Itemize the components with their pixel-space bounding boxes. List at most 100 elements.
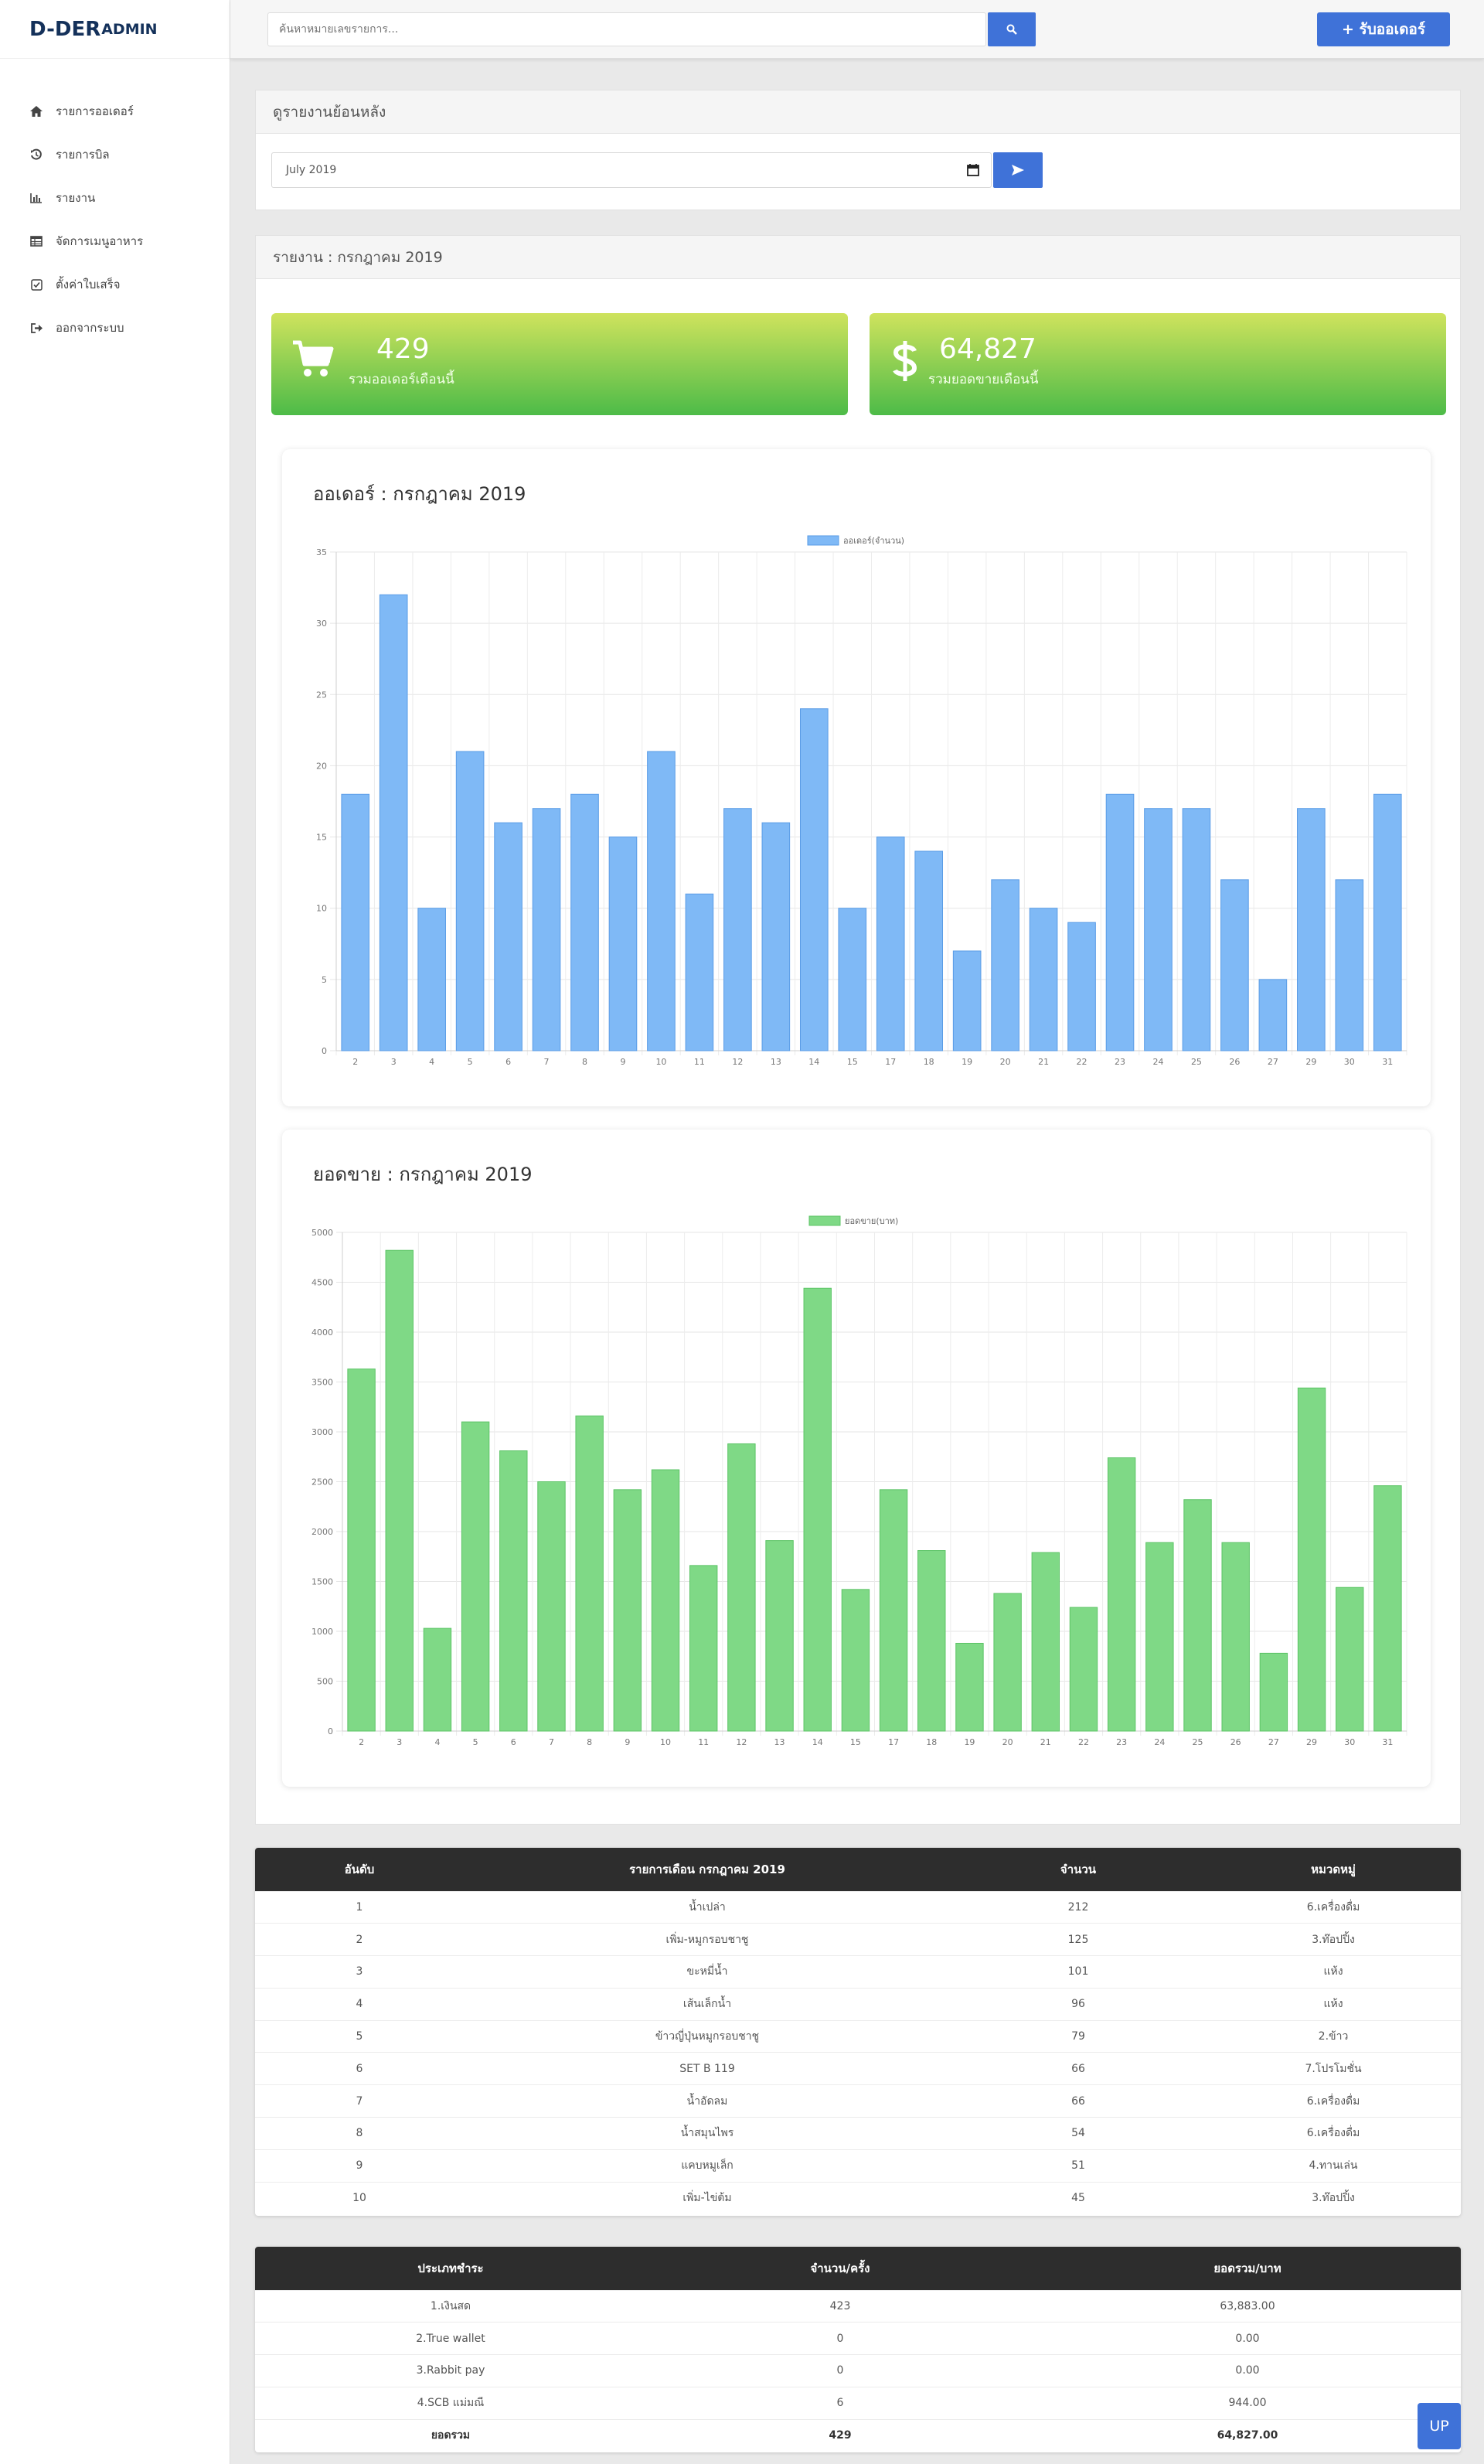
table-row: 2 เพิ่ม-หมูกรอบชาชู 125 3.ท๊อปปิ้ง bbox=[255, 1923, 1461, 1956]
search-button[interactable] bbox=[988, 12, 1036, 46]
category-cell: แห้ง bbox=[1206, 1955, 1461, 1989]
bar bbox=[1031, 1552, 1060, 1732]
sales-total-label: รวมยอดขายเดือนนี้ bbox=[928, 372, 1039, 387]
rank-cell: 7 bbox=[255, 2084, 464, 2118]
bar bbox=[1182, 808, 1211, 1051]
x-tick-label: 29 bbox=[1306, 1737, 1317, 1747]
sidebar-item-receipt[interactable]: ตั้งค่าใบเสร็จ bbox=[0, 263, 230, 306]
y-tick-label: 2000 bbox=[311, 1527, 333, 1537]
x-tick-label: 5 bbox=[468, 1057, 473, 1067]
bar bbox=[461, 1421, 490, 1732]
bar bbox=[689, 1565, 718, 1732]
home-icon bbox=[28, 103, 45, 120]
column-header: ยอดรวม/บาท bbox=[1034, 2247, 1461, 2290]
bar bbox=[1105, 793, 1135, 1051]
qty-cell: 45 bbox=[951, 2181, 1206, 2214]
bar bbox=[765, 1540, 794, 1732]
table-row: 1.เงินสด 423 63,883.00 bbox=[255, 2289, 1461, 2323]
x-tick-label: 15 bbox=[850, 1737, 861, 1747]
category-cell: 3.ท๊อปปิ้ง bbox=[1206, 1923, 1461, 1956]
total-label-cell: ยอดรวม bbox=[255, 2418, 646, 2452]
x-tick-label: 26 bbox=[1230, 1737, 1241, 1747]
x-tick-label: 4 bbox=[434, 1737, 440, 1747]
sales-stat-card: 64,827 รวมยอดขายเดือนนี้ bbox=[870, 313, 1446, 415]
bar bbox=[1144, 808, 1173, 1051]
bar bbox=[647, 751, 676, 1051]
x-tick-label: 24 bbox=[1154, 1737, 1165, 1747]
column-header: จำนวน bbox=[951, 1848, 1206, 1891]
x-tick-label: 31 bbox=[1382, 1057, 1393, 1067]
column-header: จำนวน/ครั้ง bbox=[646, 2247, 1034, 2290]
x-tick-label: 12 bbox=[732, 1057, 743, 1067]
calendar-icon[interactable] bbox=[966, 163, 980, 177]
send-icon bbox=[1012, 165, 1024, 176]
sales-chart-title: ยอดขาย : กรกฎาคม 2019 bbox=[313, 1164, 533, 1185]
bar bbox=[1067, 922, 1096, 1051]
bar bbox=[685, 893, 714, 1051]
x-tick-label: 23 bbox=[1116, 1737, 1127, 1747]
bar bbox=[1336, 1586, 1364, 1732]
y-tick-label: 20 bbox=[316, 761, 327, 771]
category-cell: 3.ท๊อปปิ้ง bbox=[1206, 2181, 1461, 2214]
x-tick-label: 30 bbox=[1344, 1057, 1355, 1067]
sidebar-item-label: รายงาน bbox=[56, 191, 96, 205]
x-tick-label: 7 bbox=[549, 1737, 554, 1747]
submit-month-button[interactable] bbox=[993, 152, 1043, 188]
bar bbox=[379, 594, 408, 1051]
sidebar-item-orders[interactable]: รายการออเดอร์ bbox=[0, 90, 230, 133]
legend-label: ออเดอร์(จำนวน) bbox=[843, 536, 904, 546]
x-tick-label: 20 bbox=[1000, 1057, 1011, 1067]
sales-chart-card: ยอดขาย : กรกฎาคม 2019 ยอดขาย(บาท) 0 500 100… bbox=[282, 1130, 1431, 1787]
sidebar: D-DER ADMIN รายการออเดอร์ รายการบิล รายงา… bbox=[0, 0, 230, 2464]
history-icon bbox=[28, 146, 45, 163]
payment-count-cell: 0 bbox=[646, 2322, 1034, 2355]
x-tick-label: 19 bbox=[964, 1737, 975, 1747]
rank-cell: 8 bbox=[255, 2117, 464, 2150]
item-cell: ข้าวญี่ปุ่นหมูกรอบชาชู bbox=[464, 2019, 951, 2053]
sidebar-item-label: รายการออเดอร์ bbox=[56, 104, 134, 118]
category-cell: 7.โปรโมชั่น bbox=[1206, 2052, 1461, 2085]
qty-cell: 79 bbox=[951, 2019, 1206, 2053]
scroll-up-button[interactable]: UP bbox=[1418, 2403, 1461, 2449]
bar bbox=[723, 808, 752, 1051]
bar bbox=[876, 837, 905, 1051]
search-input[interactable] bbox=[267, 12, 986, 46]
brand-logo[interactable]: D-DER ADMIN bbox=[0, 0, 230, 59]
bar bbox=[1373, 1485, 1402, 1732]
month-picker[interactable]: July 2019 bbox=[271, 152, 992, 188]
sidebar-item-menu[interactable]: จัดการเมนูอาหาร bbox=[0, 220, 230, 263]
column-header: หมวดหมู่ bbox=[1206, 1848, 1461, 1891]
x-tick-label: 6 bbox=[511, 1737, 516, 1747]
table-row: 4 เส้นเล็กน้ำ 96 แห้ง bbox=[255, 1987, 1461, 2021]
bar bbox=[803, 1287, 832, 1732]
bar bbox=[1297, 808, 1326, 1051]
y-tick-label: 30 bbox=[316, 619, 327, 629]
sidebar-item-report[interactable]: รายงาน bbox=[0, 176, 230, 220]
bar bbox=[1069, 1607, 1098, 1732]
sidebar-item-bills[interactable]: รายการบิล bbox=[0, 133, 230, 176]
bar bbox=[1221, 1542, 1250, 1732]
rank-cell: 4 bbox=[255, 1987, 464, 2021]
rank-cell: 5 bbox=[255, 2019, 464, 2053]
report-title: รายงาน : กรกฎาคม 2019 bbox=[256, 236, 1460, 279]
column-header: ประเภทชำระ bbox=[255, 2247, 646, 2290]
x-tick-label: 13 bbox=[774, 1737, 785, 1747]
legend-swatch bbox=[808, 1215, 841, 1226]
x-tick-label: 25 bbox=[1191, 1057, 1202, 1067]
table-row: 3 ขะหมี่น้ำ 101 แห้ง bbox=[255, 1955, 1461, 1989]
top-items-table: อันดับ รายการเดือน กรกฎาคม 2019 จำนวน หม… bbox=[255, 1848, 1461, 2216]
table-row: 4.SCB แม่มณี 6 944.00 bbox=[255, 2386, 1461, 2420]
bar bbox=[455, 751, 485, 1051]
qty-cell: 54 bbox=[951, 2117, 1206, 2150]
x-tick-label: 6 bbox=[505, 1057, 511, 1067]
x-tick-label: 20 bbox=[1002, 1737, 1013, 1747]
payment-amount-cell: 63,883.00 bbox=[1034, 2289, 1461, 2323]
qty-cell: 51 bbox=[951, 2149, 1206, 2183]
new-order-button[interactable]: + รับออเดอร์ bbox=[1317, 12, 1450, 46]
x-tick-label: 9 bbox=[625, 1737, 630, 1747]
brand-sub: ADMIN bbox=[101, 20, 158, 38]
sidebar-item-logout[interactable]: ออกจากระบบ bbox=[0, 306, 230, 349]
x-tick-label: 2 bbox=[352, 1057, 358, 1067]
item-cell: น้ำสมุนไพร bbox=[464, 2117, 951, 2150]
rank-cell: 6 bbox=[255, 2052, 464, 2085]
